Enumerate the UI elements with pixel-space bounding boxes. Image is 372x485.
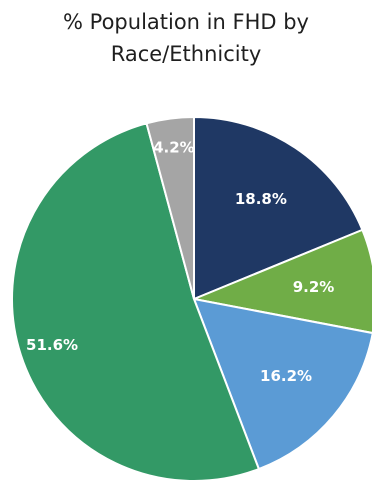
pie-slice-1 — [193, 115, 364, 301]
pie-slice-label-5: 4.2% — [153, 138, 195, 156]
pie-slice-3 — [192, 297, 372, 471]
chart-title: % Population in FHD by Race/Ethnicity — [0, 6, 372, 70]
pie-slice-4 — [11, 122, 261, 483]
pie-slice-5 — [145, 115, 195, 300]
chart-title-line-2: Race/Ethnicity — [110, 42, 262, 66]
pie-slice-label-1: 18.8% — [235, 190, 287, 208]
pie-slice-label-2: 9.2% — [293, 278, 335, 296]
pie-slice-label-4: 51.6% — [26, 336, 78, 354]
chart-title-line-1: % Population in FHD by — [63, 10, 309, 34]
pie-slice-label-3: 16.2% — [260, 367, 312, 385]
